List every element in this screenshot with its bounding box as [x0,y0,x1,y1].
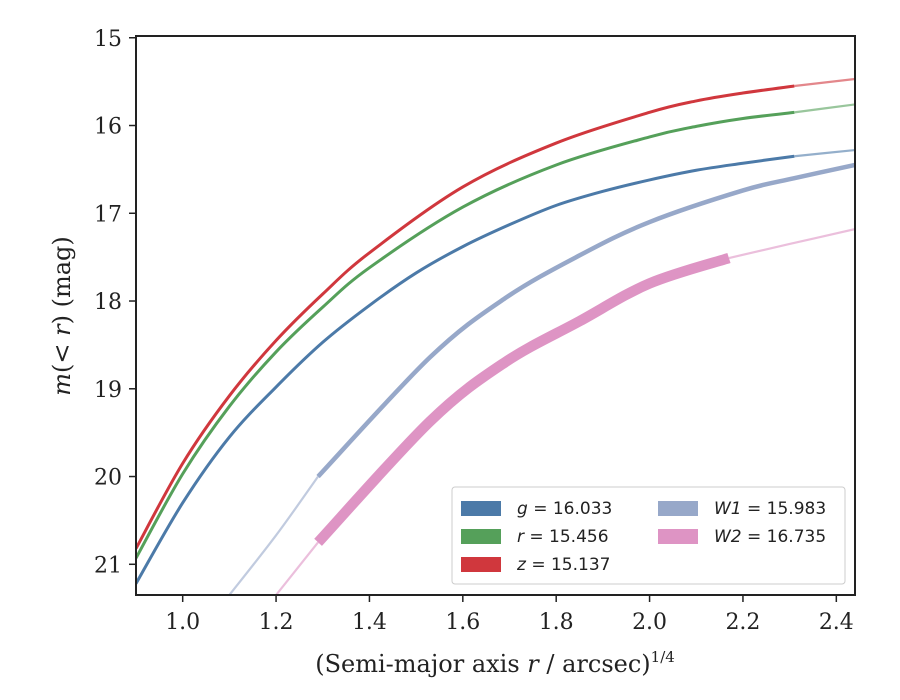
y-tick-label: 17 [94,202,122,227]
legend-item-w1: W1 = 15.983 [658,499,826,519]
series-layer [136,77,855,595]
x-tick-label: 1.4 [352,610,387,635]
y-tick-label: 21 [94,553,122,578]
legend-swatch [658,529,698,544]
series-w2-extrapolation-outer [728,227,855,260]
y-label-m: m [48,373,76,396]
legend: g = 16.033 r = 15.456 z = 15.137 W1 = 15.98… [451,486,846,585]
legend-label: W1 = 15.983 [714,499,826,519]
legend-swatch [461,501,501,516]
y-tick-label: 18 [94,290,122,315]
series-w2 [275,227,855,595]
legend-label: W2 = 16.735 [714,527,826,547]
y-tick-label: 20 [94,466,122,491]
series-z-profile [136,84,795,550]
x-tick-label: 1.0 [165,610,200,635]
series-w1 [228,162,855,595]
x-tick-label: 2.4 [819,610,854,635]
y-axis-label: m(< r) (mag) [48,236,76,396]
x-tick-label: 2.2 [725,610,760,635]
x-tick-label: 2.0 [632,610,667,635]
y-label-mid: (< [48,336,76,373]
y-tick-label: 15 [94,27,122,52]
legend-item-z: z = 15.137 [461,555,610,575]
series-z [136,77,855,550]
series-w1-profile [316,162,855,479]
y-label-end: ) (mag) [48,236,76,324]
x-tick-label: 1.6 [445,610,480,635]
y-label-r: r [48,323,76,336]
plot-frame [135,35,856,596]
series-w1-extrapolation-inner [228,475,319,595]
legend-item-g: g = 16.033 [461,499,612,519]
x-axis-ticks: 1.0 1.2 1.4 1.6 1.8 2.0 2.2 2.4 [165,595,854,635]
legend-item-w2: W2 = 16.735 [658,527,826,547]
legend-item-r: r = 15.456 [461,527,609,547]
series-r-extrapolation-outer [794,103,855,114]
legend-box [451,486,846,585]
series-g-profile [136,154,795,585]
legend-swatch [461,529,501,544]
x-tick-label: 1.2 [259,610,294,635]
legend-label: r = 15.456 [517,527,609,547]
y-tick-label: 19 [94,378,122,403]
x-tick-label: 1.8 [539,610,574,635]
y-tick-label: 16 [94,115,122,140]
series-z-extrapolation-outer [794,77,855,88]
legend-label: g = 16.033 [517,499,612,519]
y-axis-ticks: 15 16 17 18 19 20 21 [94,27,136,578]
legend-swatch [461,557,501,572]
series-g [136,148,855,585]
legend-label: z = 15.137 [516,555,610,575]
legend-swatch [658,501,698,516]
x-axis-label: (Semi-major axis r / arcsec)1/4 [315,648,675,678]
series-w2-extrapolation-inner [275,541,319,595]
series-w2-profile [314,253,731,546]
series-g-extrapolation-outer [794,148,855,158]
series-r-profile [136,110,795,559]
series-r [136,103,855,559]
